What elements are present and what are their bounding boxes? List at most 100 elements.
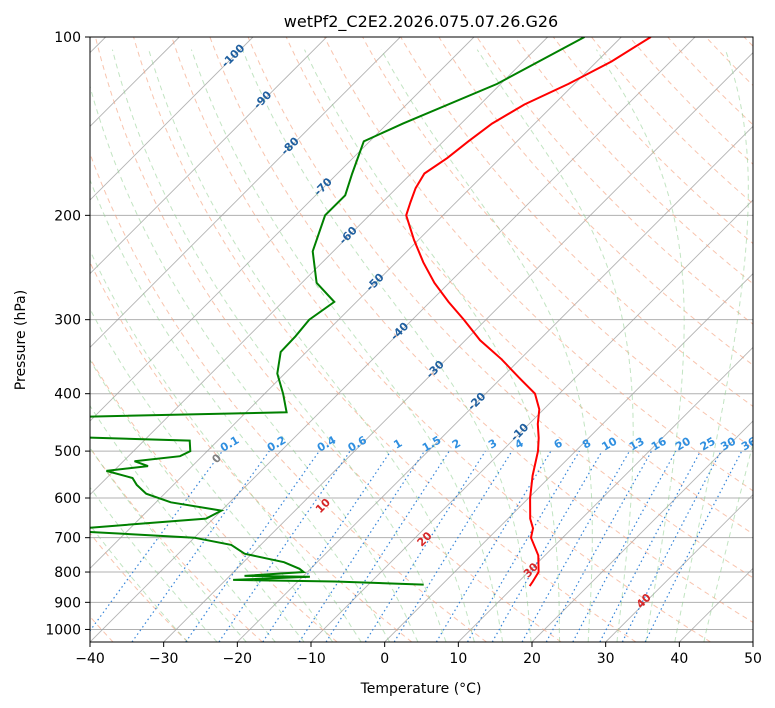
- moist-adiabat-line: [304, 49, 561, 642]
- dry-adiabat-line: [90, 152, 487, 642]
- isotherm-line: [384, 273, 753, 642]
- isotherm-line: [752, 641, 753, 642]
- isotherm-line: [90, 37, 401, 348]
- isotherm-line: [90, 37, 254, 201]
- mixing-ratio-label: 8: [580, 437, 593, 452]
- moist-adiabat-line: [90, 249, 362, 642]
- mixing-ratio-label: 2: [450, 437, 463, 452]
- chart-title: wetPf2_C2E2.2026.075.07.26.G26: [284, 12, 558, 32]
- isotherm-label: -20: [465, 390, 488, 413]
- isotherm-label: -60: [337, 224, 360, 247]
- temperature-profile-line: [405, 37, 652, 587]
- y-tick-label: 200: [54, 208, 81, 224]
- moist-adiabat-line: [703, 441, 753, 642]
- x-axis-ticks: −40 −30 −20 −10 0 10 20 30 40 50: [75, 642, 762, 667]
- isotherm-label: -40: [388, 319, 411, 342]
- dry-adiabat-line: [705, 37, 753, 87]
- isotherm-line: [531, 420, 753, 642]
- dry-adiabat-line: [476, 37, 753, 325]
- dry-adiabat-line: [438, 37, 753, 366]
- moist-adiabat-line: [476, 49, 634, 642]
- mixing-ratio-line: [298, 450, 425, 642]
- mixing-ratio-line: [545, 450, 653, 642]
- dry-adiabat-line: [743, 37, 753, 47]
- dry-adiabat-line: [514, 37, 753, 285]
- isotherm-label: -50: [363, 271, 386, 294]
- moist-adiabat-line: [90, 404, 276, 642]
- y-axis-label: Pressure (hPa): [13, 290, 29, 390]
- x-tick-label: −30: [149, 651, 179, 667]
- y-tick-label: 1000: [45, 622, 81, 638]
- mixing-ratio-line: [364, 450, 486, 642]
- mixing-ratio-line: [185, 450, 320, 642]
- moist-adiabat-line: [90, 84, 419, 642]
- x-tick-label: 40: [670, 651, 688, 667]
- dry-adiabat-line: [552, 37, 753, 245]
- x-tick-label: 20: [523, 651, 541, 667]
- isotherm-label: -100: [219, 41, 248, 70]
- moist-adiabat-line: [90, 308, 334, 642]
- isotherm-label: -30: [424, 358, 447, 381]
- x-tick-label: 50: [744, 651, 762, 667]
- dry-adiabat-label: 10: [313, 496, 333, 516]
- moist-adiabat-line: [190, 49, 504, 642]
- dry-adiabat-line: [400, 37, 753, 408]
- x-tick-label: −10: [296, 651, 326, 667]
- dry-adiabat-line: [362, 37, 753, 449]
- dry-adiabat-line: [209, 37, 753, 624]
- isotherm-line: [237, 125, 753, 642]
- isotherm-line: [90, 37, 548, 496]
- moist-adiabat-line: [148, 49, 475, 642]
- dry-adiabat-line: [90, 261, 413, 642]
- x-tick-label: −40: [75, 651, 105, 667]
- dry-adiabat-line: [323, 37, 753, 492]
- y-tick-label: 700: [54, 531, 81, 547]
- y-tick-label: 500: [54, 444, 81, 460]
- mixing-ratio-line: [491, 450, 603, 642]
- moist-adiabat-line: [111, 49, 447, 642]
- dry-adiabat-label: 40: [634, 591, 654, 611]
- dry-adiabat-line: [90, 357, 338, 642]
- mixing-ratio-label: 36: [739, 434, 759, 453]
- dry-adiabat-label: 0: [209, 451, 224, 466]
- mixing-ratio-line: [90, 450, 223, 632]
- plot-frame: [89, 36, 754, 643]
- x-tick-label: 30: [597, 651, 615, 667]
- moist-adiabat-line: [90, 447, 247, 642]
- mixing-ratio-line: [218, 450, 351, 642]
- moist-adiabat-line: [90, 358, 305, 642]
- isotherm-label: -70: [312, 175, 335, 198]
- isotherm-line: [90, 37, 622, 569]
- y-axis-ticks: 100 200 300 400 500 600 700 800 900 1000: [45, 30, 90, 638]
- x-tick-label: 0: [380, 651, 389, 667]
- y-tick-label: 600: [54, 491, 81, 507]
- x-tick-label: 10: [449, 651, 467, 667]
- y-tick-label: 800: [54, 565, 81, 581]
- y-tick-label: 900: [54, 595, 81, 611]
- dry-adiabat-line: [591, 37, 753, 205]
- y-tick-label: 300: [54, 313, 81, 329]
- moist-adiabat-line: [595, 49, 685, 642]
- moist-adiabat-line: [90, 486, 218, 642]
- dry-adiabat-line: [247, 37, 753, 579]
- dry-adiabat-line: [90, 532, 189, 642]
- isotherm-line: [90, 37, 696, 642]
- mixing-ratio-line: [325, 450, 450, 642]
- isotherm-line: [90, 37, 327, 275]
- isotherm-line: [605, 494, 753, 642]
- mixing-ratio-line: [572, 450, 677, 642]
- background-lines: [90, 37, 753, 642]
- isotherm-line: [90, 37, 475, 422]
- dewpoint-profile-line: [90, 37, 585, 586]
- isotherm-label: -90: [251, 88, 274, 111]
- moist-adiabat-line: [90, 178, 391, 642]
- mixing-ratio-line: [131, 450, 270, 642]
- mixing-ratio-line: [393, 450, 513, 642]
- mixing-ratio-line: [466, 450, 580, 642]
- moist-adiabat-line: [674, 49, 749, 642]
- isotherm-label: -80: [279, 134, 302, 157]
- mixing-ratio-label: 6: [552, 436, 565, 451]
- x-axis-label: Temperature (°C): [360, 681, 482, 697]
- moist-adiabat-line: [90, 524, 189, 642]
